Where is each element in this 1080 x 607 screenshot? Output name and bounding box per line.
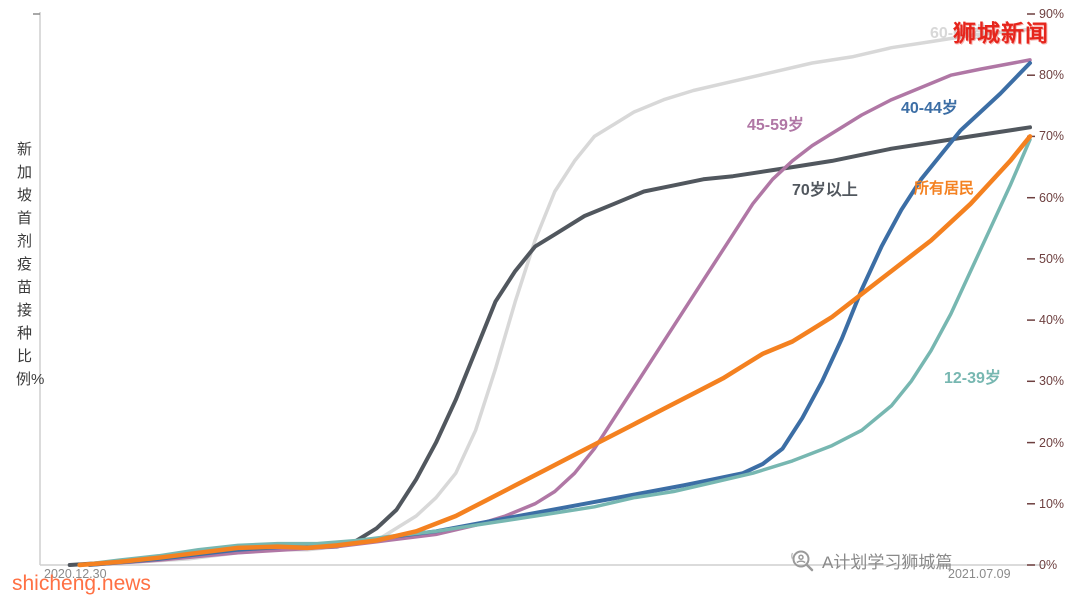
y-tick-label: 20% [1039,435,1065,450]
series-line-45-59 [87,58,1032,567]
y-axis-title: 新加坡首剂疫苗接种比例% [16,141,45,388]
x-axis-start-label: 2020.12.30 [44,567,107,581]
watermark-bottom-right: A计划学习狮城篇 [790,548,952,573]
watermark-bottom-right-text: A计划学习狮城篇 [822,553,953,572]
y-tick-label: 40% [1039,313,1065,328]
series-label-12-39: 12-39岁 [944,370,1001,387]
series-line-40-44 [87,61,1032,567]
watermark-bottom-left: shicheng.news [12,572,151,595]
series-line-60-69 [67,27,1032,567]
series-line-70plus [67,125,1032,567]
y-tick-label: 60% [1039,190,1065,205]
watermark-top-right: 狮城新闻 [953,20,1049,46]
y-tick-label: 80% [1039,68,1065,83]
x-axis-end-label: 2021.07.09 [948,567,1011,581]
series-line-all-residents [77,134,1033,568]
series-label-all-residents: 所有居民 [914,180,975,197]
series-label-45-59: 45-59岁 [747,117,804,134]
series-label-40-44: 40-44岁 [901,100,958,117]
series-label-70plus: 70岁以上 [792,182,858,199]
y-tick-label: 10% [1039,496,1065,511]
y-tick-label: 70% [1039,129,1065,144]
account-logo-magnifier-icon [791,550,814,571]
y-tick-label: 50% [1039,251,1065,266]
series-label-60-69: 60-69岁 [930,25,987,42]
series-line-12-39 [77,137,1032,567]
y-tick-label: 90% [1039,7,1065,21]
y-tick-label: 30% [1039,374,1065,389]
y-tick-label: 0% [1039,558,1058,572]
